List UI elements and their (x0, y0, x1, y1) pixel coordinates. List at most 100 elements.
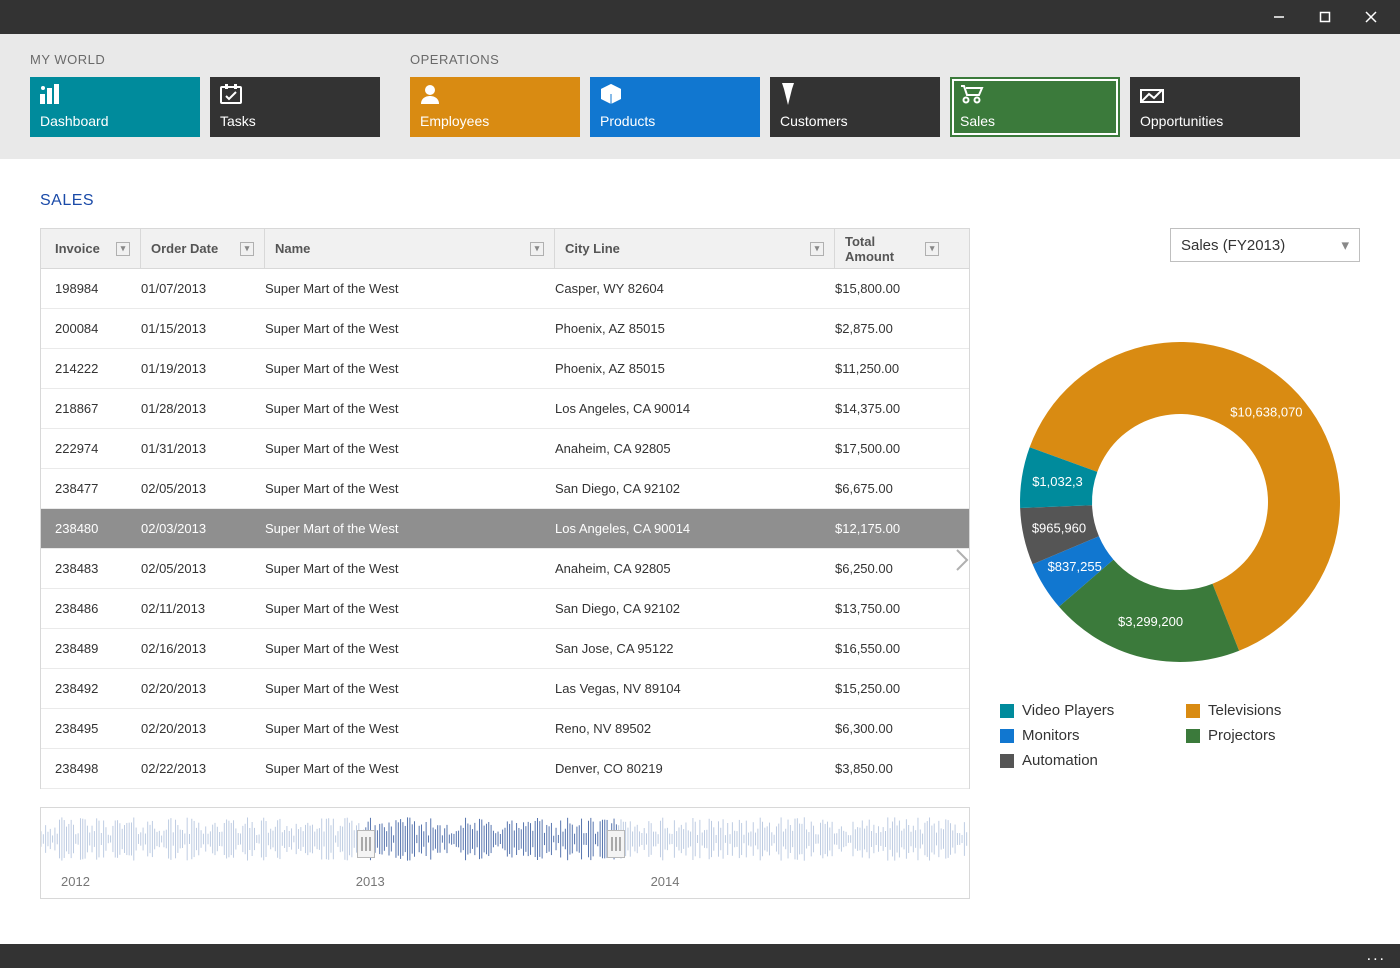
timeline-year-label: 2012 (61, 874, 90, 889)
page-title: SALES (40, 192, 1360, 210)
products-icon (600, 83, 750, 105)
cell-city-line: Phoenix, AZ 85015 (555, 321, 835, 336)
cell-order-date: 02/11/2013 (141, 601, 265, 616)
grid-header-invoice[interactable]: Invoice ▾ (41, 229, 141, 268)
content-area: SALES Invoice ▾ Order Date ▾ Name ▾ (0, 184, 1400, 934)
legend-swatch (1000, 754, 1014, 768)
nav-tile-tasks[interactable]: Tasks (210, 77, 380, 137)
cell-invoice: 238483 (41, 561, 141, 576)
legend-item[interactable]: Televisions (1186, 702, 1360, 719)
nav-tile-products[interactable]: Products (590, 77, 760, 137)
legend-item[interactable]: Monitors (1000, 727, 1174, 744)
sales-period-dropdown[interactable]: Sales (FY2013) ▾ (1170, 228, 1360, 262)
cell-city-line: Los Angeles, CA 90014 (555, 521, 835, 536)
table-row[interactable]: 23848602/11/2013Super Mart of the WestSa… (41, 589, 969, 629)
grid-header-city-line[interactable]: City Line ▾ (555, 229, 835, 268)
timeline-handle-right[interactable] (607, 830, 625, 858)
cell-name: Super Mart of the West (265, 641, 555, 656)
window-maximize-button[interactable] (1302, 2, 1348, 32)
grid-header-row: Invoice ▾ Order Date ▾ Name ▾ City Line … (41, 229, 969, 269)
timeline-range-selector[interactable]: 2012 2013 2014 . (40, 807, 970, 899)
donut-slice-label: $965,960 (1032, 520, 1086, 535)
cell-name: Super Mart of the West (265, 761, 555, 776)
filter-icon[interactable]: ▾ (530, 242, 544, 256)
donut-legend: Video Players Televisions Monitors Projecto… (1000, 702, 1360, 769)
cell-city-line: Las Vegas, NV 89104 (555, 681, 835, 696)
filter-icon[interactable]: ▾ (116, 242, 130, 256)
nav-tile-label: Employees (420, 113, 570, 129)
donut-slice-label: $3,299,200 (1118, 614, 1183, 629)
table-row[interactable]: 23848902/16/2013Super Mart of the WestSa… (41, 629, 969, 669)
cell-total-amount: $2,875.00 (835, 321, 969, 336)
table-row[interactable]: 20008401/15/2013Super Mart of the WestPh… (41, 309, 969, 349)
table-row[interactable]: 23847702/05/2013Super Mart of the WestSa… (41, 469, 969, 509)
table-row[interactable]: 22297401/31/2013Super Mart of the WestAn… (41, 429, 969, 469)
window-close-button[interactable] (1348, 2, 1394, 32)
cell-name: Super Mart of the West (265, 721, 555, 736)
filter-icon[interactable]: ▾ (925, 242, 939, 256)
nav-band: MY WORLD DashboardTasks OPERATIONS Emplo… (0, 34, 1400, 159)
filter-icon[interactable]: ▾ (810, 242, 824, 256)
grid-header-amount-label: Total Amount (845, 234, 925, 264)
grid-header-order-date[interactable]: Order Date ▾ (141, 229, 265, 268)
window-minimize-button[interactable] (1256, 2, 1302, 32)
grid-header-name[interactable]: Name ▾ (265, 229, 555, 268)
cell-invoice: 238480 (41, 521, 141, 536)
cell-city-line: San Diego, CA 92102 (555, 601, 835, 616)
status-bar-ellipsis[interactable]: ... (1367, 947, 1386, 965)
timeline-handle-left[interactable] (357, 830, 375, 858)
table-row[interactable]: 23848302/05/2013Super Mart of the WestAn… (41, 549, 969, 589)
nav-tile-sales[interactable]: Sales (950, 77, 1120, 137)
cell-name: Super Mart of the West (265, 561, 555, 576)
cell-name: Super Mart of the West (265, 441, 555, 456)
timeline-year-label: 2013 (356, 874, 385, 889)
cell-total-amount: $14,375.00 (835, 401, 969, 416)
cell-name: Super Mart of the West (265, 361, 555, 376)
nav-group-myworld-label: MY WORLD (30, 52, 410, 67)
table-row[interactable]: 23849802/22/2013Super Mart of the WestDe… (41, 749, 969, 789)
table-row[interactable]: 23848002/03/2013Super Mart of the WestLo… (41, 509, 969, 549)
grid-header-order-date-label: Order Date (151, 241, 218, 256)
cell-total-amount: $6,250.00 (835, 561, 969, 576)
cell-total-amount: $6,675.00 (835, 481, 969, 496)
grid-header-total-amount[interactable]: Total Amount ▾ (835, 229, 969, 268)
cell-total-amount: $16,550.00 (835, 641, 969, 656)
nav-tile-label: Dashboard (40, 113, 190, 129)
nav-tile-label: Products (600, 113, 750, 129)
filter-icon[interactable]: ▾ (240, 242, 254, 256)
nav-tile-label: Customers (780, 113, 930, 129)
legend-swatch (1000, 704, 1014, 718)
sales-donut-chart: $10,638,070$3,299,200$837,255$965,960$1,… (1010, 332, 1350, 672)
nav-tile-employees[interactable]: Employees (410, 77, 580, 137)
grid-header-city-label: City Line (565, 241, 620, 256)
legend-item[interactable]: Video Players (1000, 702, 1174, 719)
cell-order-date: 02/16/2013 (141, 641, 265, 656)
table-row[interactable]: 21422201/19/2013Super Mart of the WestPh… (41, 349, 969, 389)
legend-label: Video Players (1022, 702, 1114, 719)
table-row[interactable]: 19898401/07/2013Super Mart of the WestCa… (41, 269, 969, 309)
table-row[interactable]: 21886701/28/2013Super Mart of the WestLo… (41, 389, 969, 429)
table-row[interactable]: 23849202/20/2013Super Mart of the WestLa… (41, 669, 969, 709)
legend-label: Monitors (1022, 727, 1080, 744)
cell-total-amount: $3,850.00 (835, 761, 969, 776)
legend-label: Automation (1022, 752, 1098, 769)
cell-total-amount: $13,750.00 (835, 601, 969, 616)
nav-tile-opportunities[interactable]: Opportunities (1130, 77, 1300, 137)
cell-invoice: 238498 (41, 761, 141, 776)
cell-city-line: Phoenix, AZ 85015 (555, 361, 835, 376)
cell-order-date: 02/22/2013 (141, 761, 265, 776)
nav-tile-customers[interactable]: Customers (770, 77, 940, 137)
legend-item[interactable]: Automation (1000, 752, 1174, 769)
table-row[interactable]: 23849502/20/2013Super Mart of the WestRe… (41, 709, 969, 749)
nav-tile-dashboard[interactable]: Dashboard (30, 77, 200, 137)
expand-detail-arrow[interactable] (950, 540, 974, 580)
grid-header-name-label: Name (275, 241, 310, 256)
cell-total-amount: $17,500.00 (835, 441, 969, 456)
cell-city-line: San Jose, CA 95122 (555, 641, 835, 656)
legend-item[interactable]: Projectors (1186, 727, 1360, 744)
window-titlebar (0, 0, 1400, 34)
cell-city-line: Casper, WY 82604 (555, 281, 835, 296)
cell-name: Super Mart of the West (265, 401, 555, 416)
cell-name: Super Mart of the West (265, 321, 555, 336)
grid-header-invoice-label: Invoice (55, 241, 100, 256)
